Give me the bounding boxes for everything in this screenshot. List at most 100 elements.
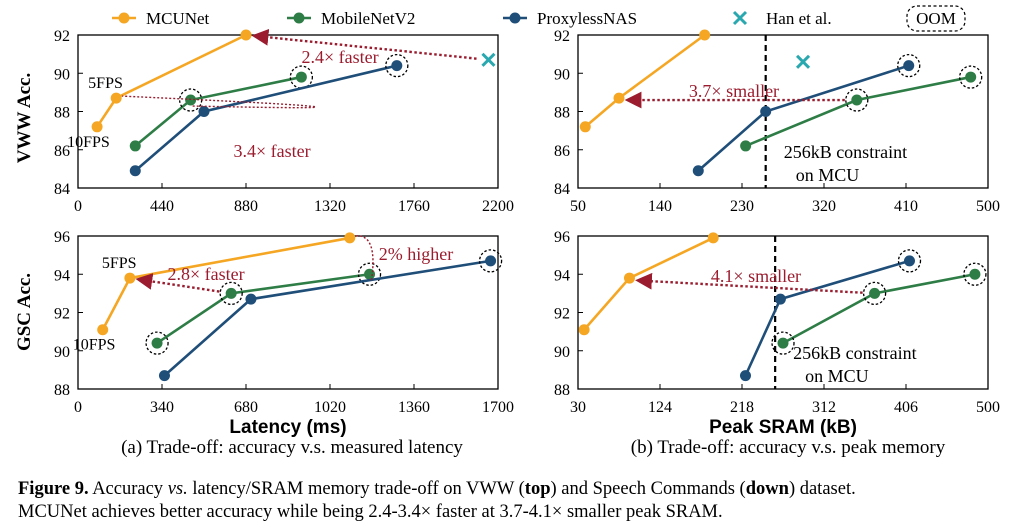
point-mcunet (578, 324, 590, 336)
annotation-arrow (122, 95, 317, 109)
point-mobilenetv2 (851, 94, 863, 106)
annotation-arrow (635, 272, 863, 294)
caption-text-d: ) dataset. (788, 479, 856, 499)
x-tick-label: 1360 (398, 399, 430, 416)
point-mobilenetv2 (869, 287, 881, 299)
legend-marker-mcunet (118, 12, 130, 24)
y-tick-label: 90 (54, 344, 70, 361)
oom-ring (771, 331, 795, 355)
point-mobilenetv2 (151, 337, 163, 349)
point-mobilenetv2 (225, 287, 237, 299)
x-tick-label: 2200 (482, 198, 514, 215)
point-mcunet (91, 121, 103, 133)
point-proxylessnas (129, 165, 141, 177)
legend-label-proxylessnas: ProxylessNAS (537, 9, 637, 28)
panel-gsc-latency: 0 340 680 1020 1360 1700 88 90 92 94 96 Latency (ms… (54, 229, 514, 438)
point-proxylessnas (903, 255, 915, 267)
y-tick-label: 94 (54, 267, 70, 284)
point-mcunet (707, 232, 719, 244)
constraint-label: on MCU (796, 165, 860, 185)
panel-gsc-sram: 30 124 218 312 406 500 88 90 92 94 96 Peak SRAM (kB… (554, 229, 1000, 438)
x-tick-label: 880 (234, 198, 258, 215)
panel-vww-sram: 50 140 230 320 410 500 84 86 88 90 92 256kB constra… (554, 28, 1000, 215)
x-tick-label: 218 (730, 399, 754, 416)
y-tick-label: 96 (554, 229, 570, 246)
point-label: 10FPS (73, 337, 116, 354)
point-proxylessnas (485, 255, 497, 267)
x-tick-label: 0 (74, 198, 82, 215)
row-label-top: VWW Acc. (14, 73, 35, 163)
oom-ring (289, 65, 314, 89)
y-tick-label: 84 (554, 181, 570, 198)
plot-frame (577, 235, 989, 390)
caption-line-1: Figure 9. Accuracy vs. latency/SRAM memo… (18, 478, 1018, 501)
y-tick-label: 86 (54, 143, 70, 160)
x-tick-label: 124 (648, 399, 672, 416)
legend-marker-han (732, 10, 748, 26)
point-mcunet (97, 324, 109, 336)
x-tick-label: 1320 (314, 198, 346, 215)
y-tick-label: 92 (54, 306, 70, 323)
point-proxylessnas (692, 165, 704, 177)
x-tick-label: 1020 (314, 399, 346, 416)
legend-label-mcunet: MCUNet (146, 9, 210, 28)
legend-marker-proxylessnas (509, 12, 521, 24)
series-line-mcunet (584, 33, 706, 128)
x-tick-label: 500 (976, 399, 1000, 416)
oom-ring (862, 281, 887, 306)
legend-label-mobilenetv2: MobileNetV2 (321, 9, 415, 28)
x-tick-label: 340 (150, 399, 174, 416)
annotation-label: 3.7× smaller (689, 81, 779, 101)
y-tick-label: 92 (54, 28, 70, 45)
y-tick-label: 94 (554, 267, 570, 284)
point-proxylessnas (774, 293, 786, 305)
caption-label: Figure 9. (18, 479, 89, 499)
oom-ring (219, 281, 243, 306)
point-label: 5FPS (88, 75, 123, 92)
subcaption-b: (b) Trade-off: accuracy v.s. peak memory (631, 437, 946, 458)
x-tick-label: 440 (150, 198, 174, 215)
y-tick-label: 96 (54, 229, 70, 246)
legend-oom-box (906, 5, 966, 32)
oom-ring (959, 65, 983, 89)
caption-vs: vs. (167, 479, 188, 499)
series-line-mobilenetv2 (134, 75, 302, 147)
caption-text-c: ) and Speech Commands ( (550, 479, 746, 499)
oom-ring (897, 53, 921, 78)
series-line-mobilenetv2 (782, 272, 976, 345)
x-tick-label: 1760 (398, 198, 430, 215)
point-proxylessnas (739, 370, 751, 382)
annotation-label: 2.8× faster (167, 264, 244, 284)
point-han-et-al (795, 54, 811, 69)
point-mcunet (344, 232, 356, 244)
x-tick-label: 320 (812, 198, 836, 215)
constraint-label: on MCU (805, 366, 869, 386)
point-mobilenetv2 (969, 268, 981, 280)
x-tick-label: 500 (976, 198, 1000, 215)
annotation-arrow (251, 28, 477, 60)
caption-text-b: latency/SRAM memory trade-off on VWW ( (187, 479, 525, 499)
legend-item-oom: OOM (906, 5, 966, 32)
y-tick-label: 88 (554, 105, 570, 122)
point-mcunet (699, 29, 711, 41)
x-tick-label: 680 (234, 399, 258, 416)
point-mobilenetv2 (185, 94, 197, 106)
oom-ring (357, 262, 382, 286)
oom-ring (963, 262, 987, 286)
x-tick-label: 1700 (482, 399, 514, 416)
point-proxylessnas (391, 60, 403, 72)
x-axis-label: Peak SRAM (kB) (709, 417, 857, 438)
y-tick-label: 84 (54, 181, 70, 198)
point-mcunet (124, 272, 136, 284)
point-mobilenetv2 (777, 337, 789, 349)
annotation-arrow (135, 273, 220, 293)
point-mcunet (579, 121, 591, 133)
row-label-bottom: GSC Acc. (14, 273, 35, 351)
point-proxylessnas (760, 106, 772, 117)
y-tick-label: 90 (54, 66, 70, 83)
legend-label-oom: OOM (916, 9, 956, 28)
annotation-label: 4.1× smaller (711, 266, 801, 286)
x-tick-label: 406 (894, 399, 918, 416)
subcaption-a: (a) Trade-off: accuracy v.s. measured la… (121, 437, 463, 458)
